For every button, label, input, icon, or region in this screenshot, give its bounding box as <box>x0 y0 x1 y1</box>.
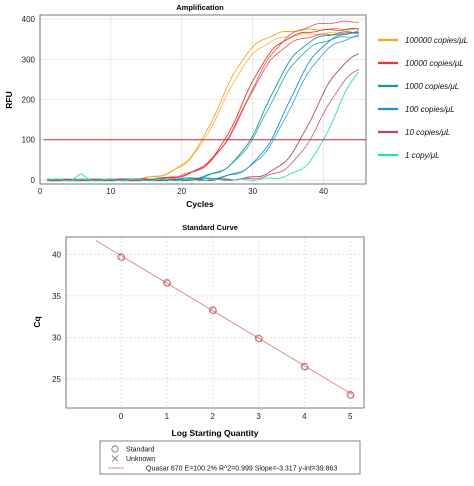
std-y-tick-label: 30 <box>52 333 61 342</box>
amp-x-tick-label: 40 <box>319 187 328 196</box>
amp-legend-label: 10 copies/μL <box>405 128 450 137</box>
standard-point <box>254 334 263 343</box>
std-y-tick-label: 40 <box>52 250 61 259</box>
amp-y-tick-label: 200 <box>22 96 36 105</box>
regression-line <box>95 240 353 396</box>
amp-legend-label: 10000 copies/μL <box>405 59 464 68</box>
amp-legend-label: 1 copy/μL <box>405 151 440 160</box>
amplification-x-ticks: 0 10 20 30 40 <box>38 187 329 196</box>
amplification-chart: Amplification 0 10 20 30 40 0 100 200 300 400 Cy… <box>4 3 468 209</box>
standard-curve-legend-box <box>99 440 361 475</box>
amplification-curve <box>47 20 359 182</box>
amplification-curve <box>47 34 359 182</box>
amplification-grid <box>39 15 366 184</box>
standard-point <box>300 362 309 371</box>
amplification-y-axis-title: RFU <box>4 91 14 108</box>
amp-y-tick-label: 400 <box>22 15 36 24</box>
legend-fit-label: Quasar 670 E=100.2% R^2=0.999 Slope=-3.3… <box>146 466 337 473</box>
std-y-tick-label: 35 <box>52 292 61 301</box>
std-x-tick-label: 3 <box>256 412 261 421</box>
amp-y-tick-label: 100 <box>22 136 36 145</box>
standard-curve-y-axis-title: Cq <box>32 316 42 327</box>
standard-legend-marker <box>111 445 119 453</box>
standard-curve-x-axis-title: Log Starting Quantity <box>172 428 259 438</box>
standard-point <box>346 391 355 399</box>
std-x-tick-label: 5 <box>348 412 353 421</box>
std-x-tick-label: 0 <box>119 412 124 421</box>
standard-curve-plot-frame <box>65 236 365 409</box>
amp-legend-label: 100 copies/μL <box>405 105 455 114</box>
std-x-tick-label: 1 <box>165 412 170 421</box>
amplification-curve <box>47 71 360 182</box>
amp-legend-label: 1000 copies/μL <box>405 82 459 91</box>
std-x-tick-label: 2 <box>210 412 215 421</box>
amplification-curve <box>47 69 360 182</box>
amp-y-tick-label: 300 <box>22 55 36 64</box>
amp-x-tick-label: 20 <box>177 187 186 196</box>
amplification-title: Amplification <box>176 3 224 12</box>
legend-standard-label: Standard <box>126 447 155 454</box>
amp-y-tick-label: 0 <box>31 176 36 185</box>
amplification-curves <box>47 20 360 182</box>
amplification-plot-frame <box>39 14 367 185</box>
standard-point <box>163 278 171 287</box>
amplification-x-axis-title: Cycles <box>186 199 214 209</box>
amplification-curve <box>47 53 360 182</box>
standard-curve-legend: Standard Unknown Quasar 670 E=100.2% R^2… <box>99 440 361 475</box>
baseline-spike <box>71 172 90 181</box>
std-x-tick-label: 4 <box>302 412 307 421</box>
amp-legend-label: 100000 copies/μL <box>405 36 468 45</box>
standard-curve-chart: Standard Curve 0 1 2 3 4 5 25 30 35 40 Log Start… <box>32 223 365 475</box>
amp-x-tick-label: 10 <box>106 187 115 196</box>
standard-curve-y-ticks: 25 30 35 40 <box>52 250 61 384</box>
amp-x-tick-label: 30 <box>248 187 257 196</box>
std-y-tick-label: 25 <box>52 375 61 384</box>
legend-unknown-label: Unknown <box>126 456 155 463</box>
unknown-legend-marker <box>111 455 119 462</box>
standard-curve-title: Standard Curve <box>182 223 238 232</box>
amplification-legend: 100000 copies/μL 10000 copies/μL 1000 copi… <box>378 36 468 160</box>
standard-point <box>209 306 217 314</box>
standard-curve-grid <box>66 237 364 408</box>
standard-points <box>117 253 355 399</box>
amplification-y-ticks: 0 100 200 300 400 <box>22 15 36 185</box>
amp-x-tick-label: 0 <box>38 187 43 196</box>
standard-curve-x-ticks: 0 1 2 3 4 5 <box>119 412 353 421</box>
standard-point <box>117 253 126 261</box>
